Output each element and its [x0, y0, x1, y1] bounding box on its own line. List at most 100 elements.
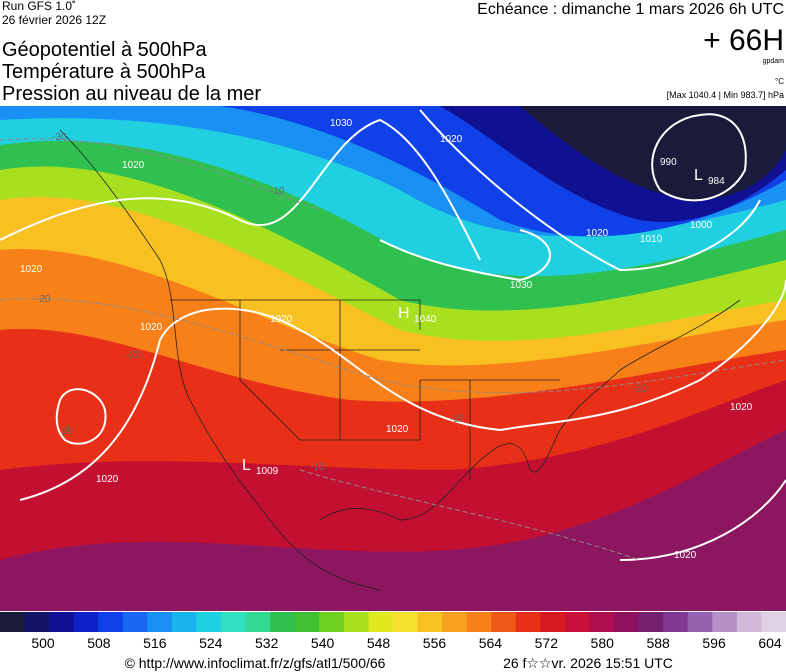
- isotherm-label: -20: [632, 384, 647, 395]
- colorbar-cell: [589, 612, 615, 632]
- colorbar-cell: [663, 612, 689, 632]
- isobar-label: 1010: [640, 234, 663, 245]
- colorbar-cell: [24, 612, 50, 632]
- map: 1030 1020 1020 1020 1020 1030 H 1040 L 9…: [0, 106, 786, 611]
- colorbar-tick-label: 516: [143, 635, 167, 651]
- high-marker: H: [398, 305, 410, 322]
- high-value: 1040: [414, 314, 437, 325]
- colorbar-cell: [221, 612, 247, 632]
- colorbar-tick-label: 532: [255, 635, 279, 651]
- pressure-range: [Max 1040.4 | Min 983.7] hPa: [667, 90, 784, 100]
- colorbar-cell: [368, 612, 394, 632]
- isobar: [379, 229, 551, 282]
- colorbar-cell: [466, 612, 492, 632]
- isobar-label: 1020: [122, 160, 145, 171]
- isotherm-label: 20: [62, 426, 74, 437]
- colorbar-tick-label: 524: [199, 635, 223, 651]
- colorbar-cell: [171, 612, 197, 632]
- isotherm: [299, 469, 641, 561]
- isotherm-label: -10: [270, 186, 285, 197]
- colorbar-tick-label: 548: [367, 635, 391, 651]
- lead-time: + 66H: [703, 24, 784, 57]
- isotherm-label: -30: [52, 132, 67, 143]
- run-label: Run GFS 1.0˚: [2, 0, 76, 13]
- colorbar-tick-label: 588: [646, 635, 670, 651]
- colorbar-cell: [614, 612, 640, 632]
- generated-time: 26 f☆☆vr. 2026 15:51 UTC: [503, 655, 673, 671]
- isotherm-label: -20: [36, 294, 51, 305]
- isobar: [619, 479, 786, 561]
- isobar-label: 1030: [330, 118, 353, 129]
- colorbar-cell: [515, 612, 541, 632]
- isotherm-label: -10: [310, 462, 325, 473]
- colorbar-tick-label: 572: [535, 635, 559, 651]
- colorbar-cell: [638, 612, 664, 632]
- colorbar-tick-label: 540: [311, 635, 335, 651]
- colorbar-cell: [442, 612, 468, 632]
- isobar-label: 1020: [96, 474, 119, 485]
- title-line: Géopotentiel à 500hPa: [2, 39, 207, 61]
- colorbar-cell: [736, 612, 762, 632]
- isotherm: [0, 298, 786, 394]
- colorbar-tick-label: 596: [702, 635, 726, 651]
- isobar-label: 990: [660, 157, 677, 168]
- colorbar-cell: [196, 612, 222, 632]
- isobar-label: 1020: [730, 402, 753, 413]
- colorbar-tick-label: 604: [758, 635, 782, 651]
- isobar: [651, 113, 747, 202]
- colorbar-tick-label: 564: [479, 635, 503, 651]
- coastline: [59, 129, 741, 591]
- run-date: 26 février 2026 12Z: [2, 13, 106, 27]
- colorbar: 500 508 516 524 532 540 548 556 564 572 580 588 596 6…: [0, 612, 786, 651]
- colorbar-cell: [319, 612, 345, 632]
- isobar-label: 1020: [20, 264, 43, 275]
- colorbar-cell: [343, 612, 369, 632]
- colorbar-cell: [270, 612, 296, 632]
- colorbar-cell: [73, 612, 99, 632]
- colorbar-cell: [147, 612, 173, 632]
- colorbar-tick-label: 508: [87, 635, 111, 651]
- colorbar-tick-label: 500: [31, 635, 55, 651]
- colorbar-cell: [98, 612, 124, 632]
- colorbar-cell: [49, 612, 75, 632]
- isobar-label: 1020: [270, 314, 293, 325]
- isotherm-label: -20: [126, 350, 141, 361]
- unit-geo: gpdam: [763, 58, 785, 65]
- isobar-label: 1020: [440, 134, 463, 145]
- colorbar-cell: [393, 612, 419, 632]
- isobar-label: 1020: [586, 228, 609, 239]
- valid-time: Echéance : dimanche 1 mars 2026 6h UTC: [477, 1, 784, 18]
- unit-temp: °C: [775, 77, 784, 86]
- low-value: 1009: [256, 466, 279, 477]
- low-marker: L: [242, 457, 251, 474]
- isobar-label: 1020: [140, 322, 163, 333]
- colorbar-cell: [761, 612, 786, 632]
- colorbar-cell: [540, 612, 566, 632]
- colorbar-cell: [0, 612, 26, 632]
- title-line: Température à 500hPa: [2, 61, 206, 83]
- title-line: Pression au niveau de la mer: [2, 83, 261, 105]
- colorbar-tick-label: 580: [591, 635, 615, 651]
- colorbar-cell: [417, 612, 443, 632]
- isobar: [55, 388, 107, 445]
- colorbar-cell: [245, 612, 271, 632]
- colorbar-cell: [712, 612, 738, 632]
- source-link[interactable]: © http://www.infoclimat.fr/z/gfs/atl1/50…: [125, 655, 386, 671]
- border: [170, 299, 560, 480]
- isobar: [419, 109, 761, 272]
- low-value: 984: [708, 176, 725, 187]
- colorbar-cell: [491, 612, 517, 632]
- colorbar-tick-label: 556: [423, 635, 447, 651]
- isobar-label: 1020: [674, 550, 697, 561]
- colorbar-cell: [294, 612, 320, 632]
- isobar-label: 1000: [690, 220, 713, 231]
- isobar-label: 1020: [386, 424, 409, 435]
- isotherm-label: -20: [450, 414, 465, 425]
- colorbar-cell: [122, 612, 148, 632]
- colorbar-cell: [687, 612, 713, 632]
- isotherm: [0, 138, 321, 211]
- colorbar-cell: [564, 612, 590, 632]
- low-marker: L: [694, 167, 703, 184]
- isobar-label: 1030: [510, 280, 533, 291]
